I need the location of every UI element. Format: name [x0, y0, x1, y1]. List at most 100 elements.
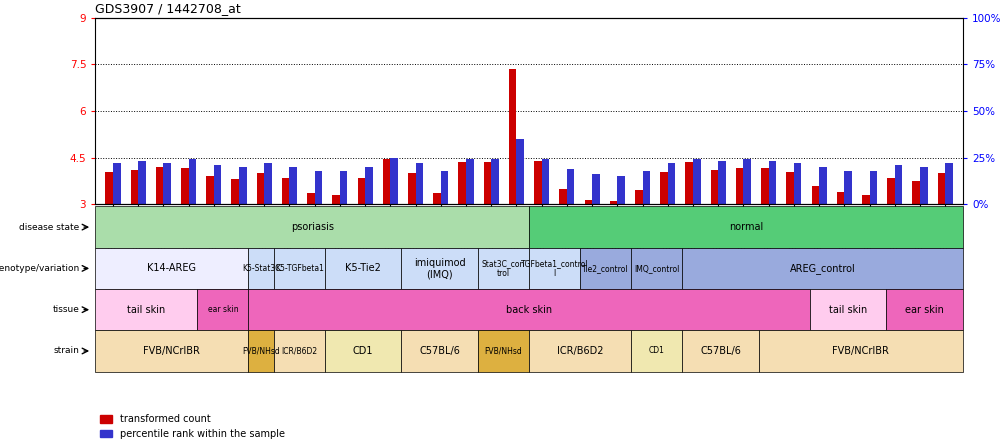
- Bar: [415, 163, 423, 204]
- Bar: [401, 248, 478, 289]
- Bar: [591, 174, 599, 204]
- Bar: [809, 289, 886, 330]
- Bar: [325, 330, 401, 372]
- Bar: [478, 248, 529, 289]
- Bar: [332, 195, 340, 204]
- Bar: [529, 206, 962, 248]
- Bar: [819, 167, 826, 204]
- Bar: [466, 159, 473, 204]
- Bar: [761, 168, 768, 204]
- Text: back skin: back skin: [506, 305, 551, 315]
- Text: K14-AREG: K14-AREG: [147, 263, 196, 274]
- Text: K5-Tie2: K5-Tie2: [345, 263, 381, 274]
- Text: genotype/variation: genotype/variation: [0, 264, 79, 273]
- Bar: [340, 170, 347, 204]
- Bar: [180, 168, 188, 204]
- Bar: [566, 169, 574, 204]
- Bar: [642, 170, 649, 204]
- Bar: [861, 195, 869, 204]
- Text: C57BL/6: C57BL/6: [699, 346, 740, 356]
- Bar: [307, 194, 315, 204]
- Bar: [274, 248, 325, 289]
- Bar: [433, 194, 440, 204]
- Text: FVB/NCrIBR: FVB/NCrIBR: [143, 346, 200, 356]
- Bar: [440, 170, 448, 204]
- Bar: [681, 248, 962, 289]
- Text: Tie2_control: Tie2_control: [582, 264, 628, 273]
- Bar: [710, 170, 717, 204]
- Bar: [401, 330, 478, 372]
- Bar: [206, 176, 213, 204]
- Bar: [516, 139, 523, 204]
- Bar: [579, 248, 630, 289]
- Text: strain: strain: [53, 346, 79, 356]
- Bar: [529, 248, 579, 289]
- Text: AREG_control: AREG_control: [789, 263, 855, 274]
- Bar: [894, 165, 902, 204]
- Bar: [113, 163, 120, 204]
- Bar: [383, 159, 390, 204]
- Bar: [491, 159, 498, 204]
- Text: FVB/NHsd: FVB/NHsd: [484, 346, 522, 356]
- Bar: [692, 159, 699, 204]
- Bar: [667, 163, 674, 204]
- Bar: [681, 330, 758, 372]
- Text: K5-TGFbeta1: K5-TGFbeta1: [275, 264, 324, 273]
- Bar: [717, 161, 725, 204]
- Bar: [458, 163, 466, 204]
- Legend: transformed count, percentile rank within the sample: transformed count, percentile rank withi…: [100, 414, 285, 439]
- Bar: [95, 330, 248, 372]
- Bar: [919, 167, 927, 204]
- Bar: [231, 179, 238, 204]
- Bar: [844, 170, 851, 204]
- Text: psoriasis: psoriasis: [291, 222, 334, 232]
- Bar: [408, 173, 415, 204]
- Bar: [358, 178, 365, 204]
- Bar: [257, 173, 264, 204]
- Text: tissue: tissue: [52, 305, 79, 314]
- Bar: [95, 248, 248, 289]
- Bar: [188, 159, 196, 204]
- Bar: [238, 167, 246, 204]
- Text: K5-Stat3C: K5-Stat3C: [241, 264, 281, 273]
- Text: Stat3C_con
trol: Stat3C_con trol: [481, 259, 525, 278]
- Bar: [912, 181, 919, 204]
- Bar: [886, 289, 962, 330]
- Text: GDS3907 / 1442708_at: GDS3907 / 1442708_at: [95, 2, 240, 15]
- Bar: [138, 161, 145, 204]
- Bar: [282, 178, 290, 204]
- Text: FVB/NHsd: FVB/NHsd: [242, 346, 280, 356]
- Bar: [937, 173, 944, 204]
- Bar: [264, 163, 272, 204]
- Bar: [617, 176, 624, 204]
- Bar: [869, 170, 877, 204]
- Bar: [541, 159, 549, 204]
- Bar: [794, 163, 801, 204]
- Bar: [584, 200, 591, 204]
- Bar: [325, 248, 401, 289]
- Bar: [735, 168, 742, 204]
- Bar: [559, 189, 566, 204]
- Bar: [742, 159, 750, 204]
- Text: normal: normal: [728, 222, 763, 232]
- Bar: [95, 206, 529, 248]
- Text: tail skin: tail skin: [828, 305, 867, 315]
- Text: TGFbeta1_control
l: TGFbeta1_control l: [520, 259, 588, 278]
- Bar: [758, 330, 962, 372]
- Bar: [887, 178, 894, 204]
- Bar: [105, 171, 113, 204]
- Bar: [630, 330, 681, 372]
- Bar: [534, 161, 541, 204]
- Bar: [197, 289, 248, 330]
- Bar: [155, 167, 163, 204]
- Bar: [248, 289, 809, 330]
- Text: FVB/NCrIBR: FVB/NCrIBR: [832, 346, 889, 356]
- Bar: [95, 289, 197, 330]
- Text: tail skin: tail skin: [127, 305, 165, 315]
- Text: CD1: CD1: [353, 346, 373, 356]
- Bar: [163, 163, 170, 204]
- Bar: [130, 170, 138, 204]
- Bar: [248, 330, 274, 372]
- Bar: [508, 69, 516, 204]
- Bar: [634, 190, 642, 204]
